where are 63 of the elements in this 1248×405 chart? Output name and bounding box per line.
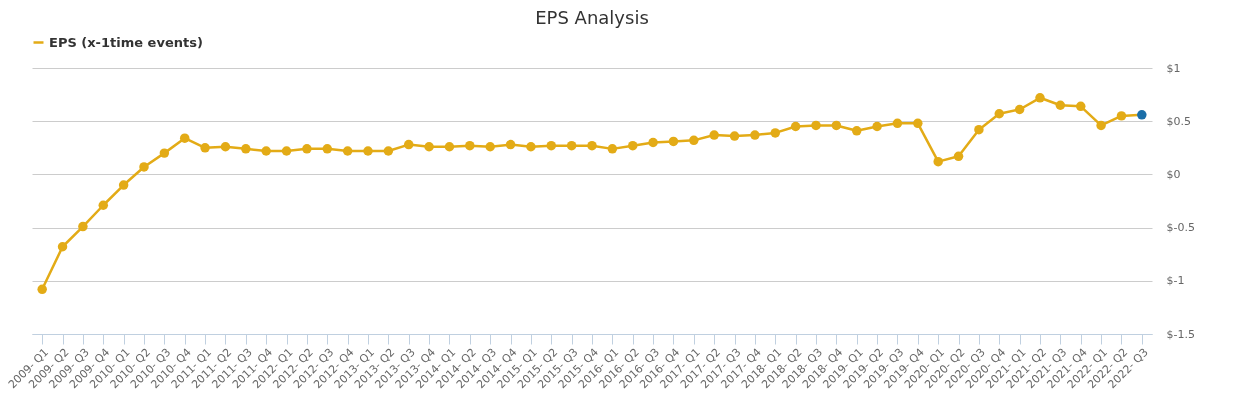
point [811,120,821,131]
point [78,221,88,232]
point [179,133,190,143]
chart-title: EPS Analysis [535,7,649,28]
point [159,148,170,158]
point [892,118,903,129]
point [729,131,740,141]
point [933,156,943,167]
point [505,139,516,150]
point [485,142,495,152]
y-tick-label: $-1.5 [1166,327,1195,341]
point [668,136,679,147]
point [1075,101,1086,112]
point [1137,110,1147,120]
point [587,140,597,151]
point [750,130,760,140]
point [994,109,1005,119]
point [627,140,638,151]
point [913,118,923,129]
point [526,142,536,152]
point [770,128,781,138]
point [566,140,577,151]
point [342,146,353,156]
point [872,121,882,132]
point [790,121,801,132]
point [1014,104,1025,115]
point [1096,120,1106,131]
point [363,146,373,156]
point [444,142,455,152]
point [607,144,618,154]
point [851,126,862,136]
point [1116,111,1127,121]
point [974,124,984,135]
y-tick-label: $-0.5 [1166,221,1195,235]
point [403,139,414,150]
point [98,200,109,210]
point [37,284,47,295]
point [1055,100,1066,110]
point [57,242,68,252]
point [241,144,251,154]
point [1035,93,1045,103]
legend-label: EPS (x-1time events) [49,34,203,50]
point [648,137,658,148]
point [200,143,210,153]
point [953,151,964,162]
point [831,120,842,131]
y-tick-label: $-1 [1166,274,1185,288]
point [546,140,557,151]
point [220,142,231,152]
point [118,180,129,190]
point [139,162,149,172]
point [424,142,434,152]
y-tick-label: $0 [1166,167,1181,181]
point [709,130,719,140]
point [322,144,333,154]
y-tick-label: $0.5 [1166,114,1191,128]
point [383,146,394,156]
point [281,146,292,156]
point [689,135,699,146]
y-tick-label: $1 [1166,61,1181,75]
point [261,146,271,156]
point [302,144,312,154]
point [465,140,475,151]
